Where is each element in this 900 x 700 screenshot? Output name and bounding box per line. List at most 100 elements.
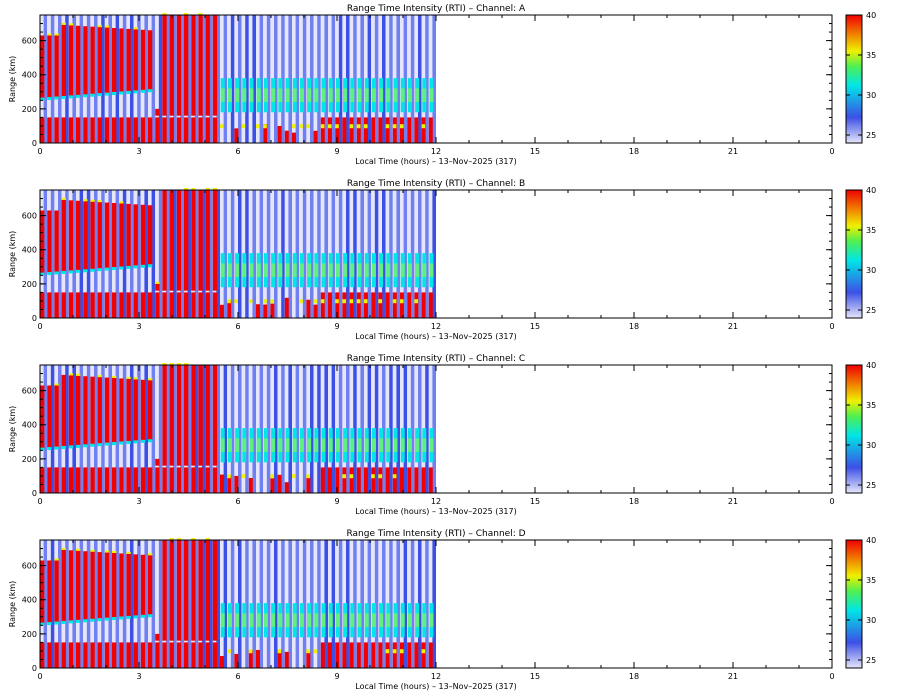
heatmap-cell	[76, 117, 81, 143]
heatmap-cell	[234, 299, 238, 304]
heatmap-cell	[126, 642, 131, 668]
heatmap-cell	[274, 365, 278, 493]
heatmap-cell	[346, 540, 350, 668]
heatmap-cell	[281, 365, 285, 493]
heatmap-cell	[90, 268, 95, 272]
x-tick-label: 18	[629, 497, 639, 506]
heatmap-cell	[176, 538, 182, 540]
heatmap-cell	[162, 13, 167, 15]
heatmap-cell	[173, 190, 177, 318]
heatmap-cell	[191, 540, 196, 641]
heatmap-cell	[310, 15, 314, 143]
heatmap-cell	[108, 365, 112, 493]
heatmap-cell	[162, 365, 167, 466]
heatmap-cell	[392, 474, 397, 479]
heatmap-cell	[148, 642, 153, 668]
heatmap-cell	[342, 642, 347, 668]
heatmap-cell	[421, 649, 426, 654]
heatmap-cell	[349, 117, 354, 143]
heatmap-cell	[97, 292, 102, 318]
heatmap-cell	[68, 23, 74, 26]
heatmap-cell	[400, 642, 404, 668]
heatmap-cell	[324, 540, 328, 668]
heatmap-cell	[169, 117, 174, 143]
heatmap-cell	[386, 438, 391, 453]
heatmap-cell	[140, 379, 146, 441]
heatmap-cell	[112, 203, 117, 269]
heatmap-cell	[140, 554, 146, 616]
heatmap-cell	[421, 292, 426, 318]
x-axis-label: Local Time (hours) – 13–Nov–2025 (317)	[355, 332, 516, 341]
heatmap-cell	[353, 365, 357, 493]
heatmap-cell	[76, 444, 81, 448]
heatmap-cell	[198, 642, 203, 668]
heatmap-cell	[198, 365, 203, 466]
heatmap-cell	[140, 204, 146, 266]
heatmap-cell	[61, 547, 66, 550]
x-tick-label: 6	[235, 147, 240, 156]
heatmap-cell	[259, 365, 264, 493]
heatmap-cell	[216, 540, 220, 668]
heatmap-cell	[400, 292, 404, 318]
heatmap-cell	[386, 263, 391, 278]
heatmap-cell	[169, 15, 174, 116]
x-tick-label: 21	[728, 497, 738, 506]
heatmap-cell	[230, 190, 235, 318]
heatmap-cell	[378, 292, 383, 318]
heatmap-cell	[285, 263, 290, 278]
heatmap-cell	[342, 117, 347, 143]
heatmap-cell	[126, 467, 131, 493]
heatmap-cell	[227, 649, 231, 654]
heatmap-cell	[76, 467, 81, 493]
heatmap-cell	[144, 15, 148, 143]
heatmap-cell	[313, 649, 318, 654]
heatmap-cell	[97, 93, 102, 97]
heatmap-cell	[166, 190, 170, 318]
heatmap-cell	[371, 292, 376, 318]
heatmap-cell	[400, 117, 404, 143]
heatmap-cell	[191, 365, 196, 466]
x-tick-label: 18	[629, 322, 639, 331]
heatmap-cell	[320, 124, 325, 129]
heatmap-cell	[101, 15, 105, 143]
heatmap-cell	[364, 299, 368, 304]
heatmap-cell	[317, 190, 321, 318]
heatmap-cell	[364, 263, 369, 278]
heatmap-cell	[83, 642, 88, 668]
heatmap-cell	[61, 292, 66, 318]
heatmap-cell	[281, 15, 285, 143]
heatmap-cell	[65, 190, 69, 318]
heatmap-cell	[43, 15, 48, 143]
y-axis-label: Range (km)	[8, 56, 17, 103]
heatmap-cell	[356, 117, 361, 143]
heatmap-cell	[288, 15, 292, 143]
heatmap-cell	[277, 125, 282, 143]
heatmap-cell	[148, 292, 153, 318]
rti-heatmap	[40, 538, 436, 668]
heatmap-cell	[227, 474, 231, 479]
heatmap-cell	[61, 117, 66, 143]
heatmap-cell	[342, 292, 347, 318]
heatmap-cell	[400, 649, 404, 654]
heatmap-cell	[97, 27, 102, 95]
heatmap-cell	[137, 190, 141, 318]
heatmap-cell	[238, 365, 242, 493]
heatmap-cell	[212, 188, 218, 190]
heatmap-cell	[421, 117, 426, 143]
heatmap-cell	[76, 373, 81, 376]
heatmap-cell	[270, 474, 274, 479]
heatmap-cell	[313, 130, 318, 143]
heatmap-cell	[101, 365, 105, 493]
heatmap-cell	[76, 200, 81, 271]
heatmap-cell	[335, 117, 340, 143]
x-tick-label: 3	[136, 322, 141, 331]
heatmap-cell	[54, 210, 59, 273]
heatmap-cell	[47, 292, 52, 318]
heatmap-cell	[47, 385, 52, 449]
heatmap-cell	[119, 441, 124, 445]
heatmap-cell	[162, 642, 167, 668]
heatmap-cell	[140, 117, 146, 143]
heatmap-cell	[144, 365, 148, 493]
heatmap-cell	[242, 263, 247, 278]
heatmap-cell	[429, 613, 434, 628]
